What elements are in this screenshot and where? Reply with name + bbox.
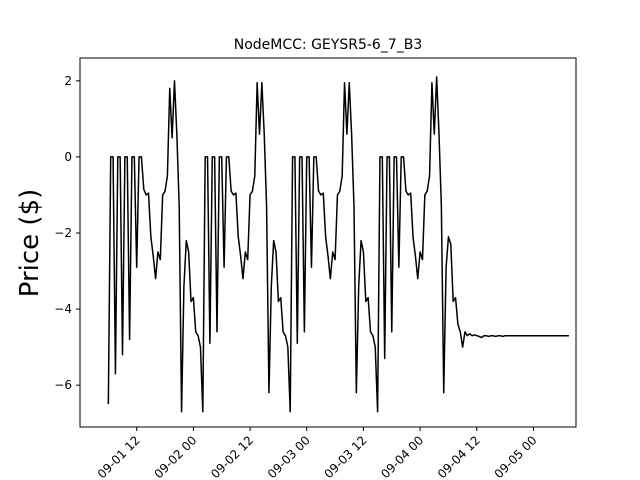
- y-tick-label: −6: [54, 378, 72, 392]
- y-tick-label: −4: [54, 302, 72, 316]
- x-tick-label: 09-02 00: [151, 433, 199, 480]
- y-axis-label: Price ($): [15, 189, 45, 298]
- x-tick-label: 09-01 12: [95, 433, 143, 480]
- y-tick-label: 2: [64, 74, 72, 88]
- x-tick-label: 09-04 00: [378, 433, 426, 480]
- x-tick-label: 09-03 00: [265, 433, 313, 480]
- x-tick-label: 09-05 00: [492, 433, 540, 480]
- y-tick-label: 0: [64, 150, 72, 164]
- chart-title: NodeMCC: GEYSR5-6_7_B3: [234, 37, 422, 53]
- x-tick-label: 09-03 12: [321, 433, 369, 480]
- plot-frame: [79, 57, 577, 428]
- plot-area: 2 0 −2 −4 −6 09-01 12 09-02 00 09-02 12 09-03 00…: [54, 57, 577, 480]
- price-series-line: [107, 76, 569, 413]
- x-tick-label: 09-04 12: [435, 433, 483, 480]
- x-tick-label: 09-02 12: [208, 433, 256, 480]
- y-tick-label: −2: [54, 226, 72, 240]
